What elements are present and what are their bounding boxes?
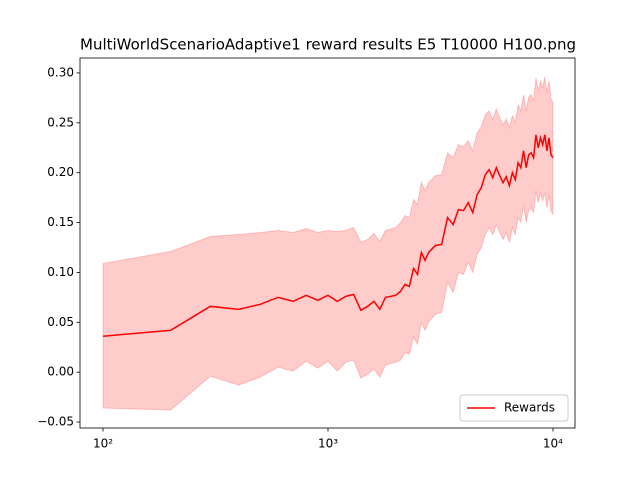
axes-frame [79,57,576,429]
x-tick-label: 10⁴ [543,437,563,451]
x-tick-label: 10³ [318,437,338,451]
y-tick-label: 0.25 [47,115,74,129]
legend-label: Rewards [504,401,555,415]
y-tick-label: 0.10 [47,265,74,279]
x-tick-label: 10² [93,437,113,451]
y-tick-label: 0.15 [47,215,74,229]
y-tick-label: −0.05 [37,415,74,429]
line [102,134,554,337]
chart-title: MultiWorldScenarioAdaptive1 reward resul… [80,36,576,54]
confidence-band [102,76,554,411]
y-tick-label: 0.30 [47,65,74,79]
y-tick-label: 0.05 [47,315,74,329]
y-tick-label: 0.20 [47,165,74,179]
y-tick-label: 0.00 [47,365,74,379]
legend-box [459,394,569,422]
